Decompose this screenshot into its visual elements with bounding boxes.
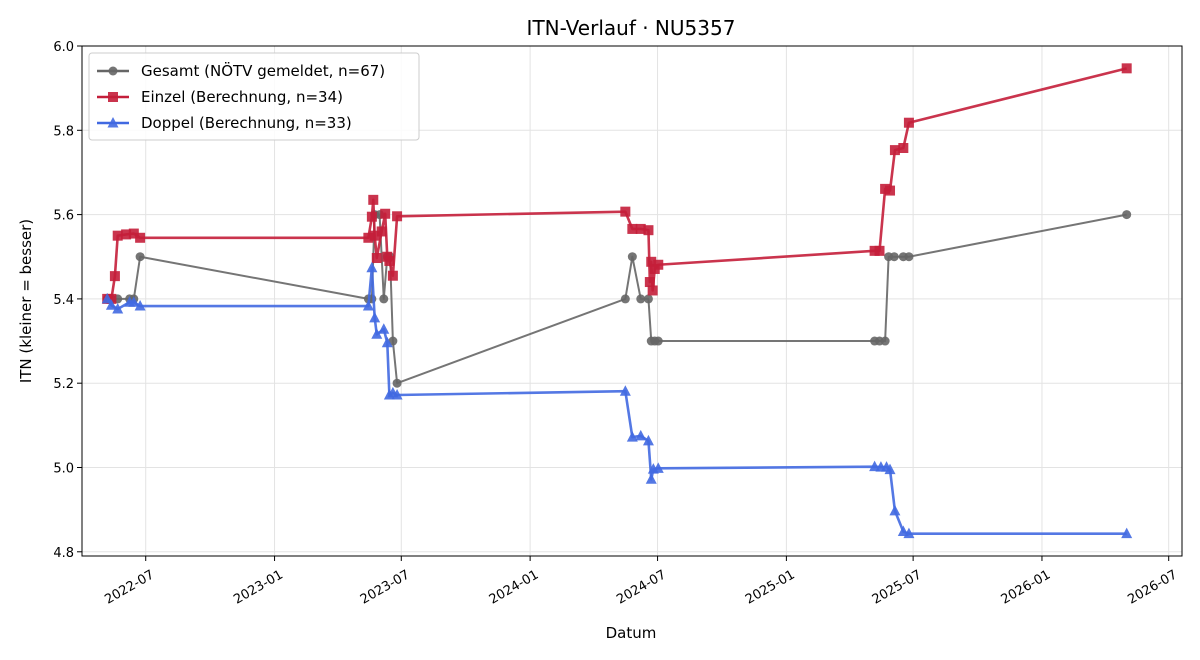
plot-frame: [81, 45, 1183, 557]
x-tick-label: 2026-07: [1125, 567, 1180, 607]
y-tick-label: 5.0: [53, 461, 74, 476]
y-tick-label: 5.6: [53, 209, 74, 224]
data-point-doppel: [112, 303, 124, 314]
data-point-doppel: [381, 336, 393, 348]
legend-marker-doppel: [107, 117, 119, 128]
x-tick-label: 2024-07: [614, 567, 669, 607]
data-point-gesamt: [135, 252, 145, 262]
data-point-einzel: [380, 208, 391, 219]
data-point-einzel: [1121, 63, 1132, 74]
data-point-einzel: [121, 229, 132, 240]
chart-title: ITN-Verlauf · NU5357: [527, 16, 736, 40]
data-point-einzel: [903, 117, 914, 128]
data-point-doppel: [1121, 527, 1133, 539]
data-point-doppel: [642, 434, 654, 446]
data-point-doppel: [635, 429, 647, 441]
data-point-doppel: [378, 323, 390, 334]
data-point-einzel: [392, 211, 403, 222]
y-axis-label: ITN (kleiner = besser): [17, 219, 35, 383]
data-point-doppel: [369, 311, 381, 323]
legend-label-gesamt: Gesamt (NÖTV gemeldet, n=67): [141, 61, 385, 80]
legend-marker-einzel: [108, 92, 118, 102]
x-tick-label: 2023-07: [358, 567, 413, 607]
data-point-einzel: [384, 255, 395, 266]
data-point-einzel: [874, 245, 885, 256]
data-point-einzel: [643, 225, 654, 236]
data-point-einzel: [112, 230, 123, 241]
data-point-einzel: [135, 232, 146, 243]
y-tick-label: 4.8: [53, 546, 74, 561]
data-point-einzel: [885, 185, 896, 196]
data-point-einzel: [635, 223, 646, 234]
data-point-doppel: [371, 328, 383, 339]
data-point-einzel: [376, 226, 387, 237]
x-tick-label: 2022-07: [102, 567, 157, 607]
data-point-doppel: [645, 473, 657, 484]
legend-label-einzel: Einzel (Berechnung, n=34): [141, 88, 343, 106]
data-point-doppel: [889, 504, 901, 516]
y-tick-label: 5.8: [53, 124, 74, 139]
x-tick-label: 2026-01: [999, 567, 1054, 607]
data-point-doppel: [619, 385, 631, 396]
data-point-doppel: [105, 299, 117, 310]
data-point-doppel: [626, 431, 638, 442]
y-tick-label: 5.2: [53, 377, 74, 392]
data-point-einzel: [620, 206, 631, 217]
data-point-doppel: [134, 300, 146, 311]
data-point-gesamt: [392, 378, 402, 388]
data-point-einzel: [369, 230, 380, 241]
legend-marker-gesamt: [108, 66, 118, 76]
data-point-gesamt: [880, 336, 890, 346]
data-point-einzel: [368, 194, 379, 205]
data-point-gesamt: [636, 294, 646, 304]
data-point-doppel: [362, 300, 374, 311]
data-point-einzel: [646, 256, 657, 267]
data-point-doppel: [652, 462, 664, 473]
series-gesamt: [102, 210, 1132, 388]
data-point-gesamt: [627, 252, 637, 262]
data-point-gesamt: [379, 294, 389, 304]
data-point-doppel: [884, 463, 896, 475]
data-point-gesamt: [653, 336, 663, 346]
x-tick-label: 2025-07: [870, 567, 925, 607]
data-point-doppel: [101, 292, 113, 304]
data-point-einzel: [627, 223, 638, 234]
data-point-gesamt: [1122, 210, 1132, 220]
data-point-einzel: [387, 270, 398, 281]
y-tick-label: 6.0: [53, 40, 74, 55]
data-point-gesamt: [889, 252, 899, 262]
x-tick-label: 2023-01: [231, 567, 286, 607]
data-point-doppel: [366, 261, 378, 273]
data-point-einzel: [647, 285, 658, 296]
data-point-einzel: [644, 277, 655, 288]
data-point-einzel: [898, 143, 909, 153]
data-point-doppel: [128, 296, 140, 307]
data-point-einzel: [371, 253, 382, 264]
data-point-gesamt: [904, 252, 914, 262]
legend-box: [88, 52, 420, 141]
data-point-gesamt: [620, 294, 630, 304]
data-point-doppel: [903, 527, 915, 539]
data-point-einzel: [128, 228, 139, 239]
data-point-einzel: [109, 271, 120, 282]
series-line-doppel: [106, 266, 1127, 535]
x-axis-label: Datum: [606, 624, 657, 642]
legend: Gesamt (NÖTV gemeldet, n=67) Einzel (Bere…: [88, 52, 420, 141]
legend-label-doppel: Doppel (Berechnung, n=33): [141, 114, 352, 132]
series-doppel: [101, 261, 1133, 539]
x-tick-label: 2025-01: [743, 567, 798, 607]
data-point-doppel: [391, 388, 403, 400]
data-point-einzel: [366, 211, 377, 222]
x-tick-label: 2024-01: [487, 567, 542, 607]
y-tick-label: 5.4: [53, 293, 74, 308]
data-point-einzel: [889, 145, 900, 156]
data-point-einzel: [363, 232, 374, 243]
series-line-gesamt: [107, 213, 1127, 385]
data-point-einzel: [653, 259, 664, 270]
series-layer: [101, 63, 1133, 539]
data-point-einzel: [106, 293, 117, 304]
data-point-gesamt: [643, 294, 653, 304]
